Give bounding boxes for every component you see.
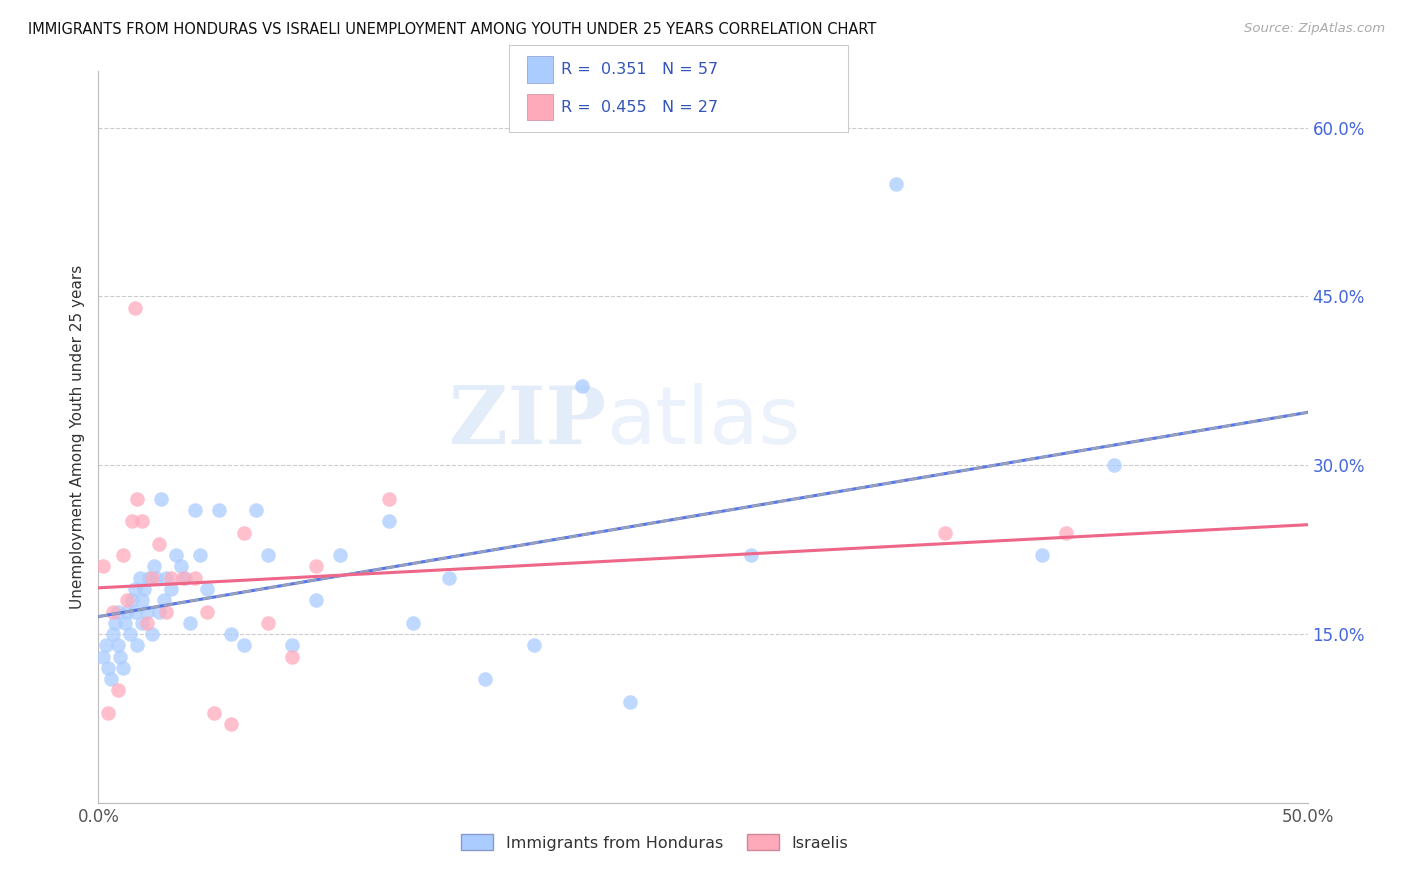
Point [281,649,304,664]
Point [91,649,114,664]
Text: R =  0.351   N = 57: R = 0.351 N = 57 [561,62,718,77]
Point [474,672,496,686]
Point [124,605,146,619]
Point [188,548,211,562]
Point [101,605,124,619]
Point [124,582,146,596]
Point [232,638,254,652]
Point [131,615,153,630]
Point [221,627,243,641]
Point [131,593,153,607]
Point [117,605,139,619]
Text: atlas: atlas [606,384,800,461]
Point [256,548,278,562]
Point [111,661,134,675]
Point [437,571,460,585]
Point [329,548,352,562]
Point [107,638,129,652]
Point [127,491,149,506]
Text: IMMIGRANTS FROM HONDURAS VS ISRAELI UNEMPLOYMENT AMONG YOUTH UNDER 25 YEARS CORR: IMMIGRANTS FROM HONDURAS VS ISRAELI UNEM… [28,22,876,37]
Point [934,525,956,540]
Point [127,638,149,652]
Point [184,503,207,517]
Point [107,605,129,619]
Point [94,638,117,652]
Point [121,593,143,607]
Point [195,582,218,596]
Point [131,515,153,529]
Point [97,661,120,675]
Point [114,615,136,630]
Point [1102,458,1125,473]
Y-axis label: Unemployment Among Youth under 25 years: Unemployment Among Youth under 25 years [70,265,86,609]
Point [155,605,177,619]
Point [195,605,218,619]
Point [138,571,160,585]
Point [135,605,157,619]
Point [886,177,908,191]
Point [150,491,173,506]
Point [91,559,114,574]
Point [141,571,163,585]
Point [155,571,177,585]
Point [152,593,174,607]
Point [169,559,191,574]
Point [1031,548,1053,562]
Point [221,717,243,731]
Point [172,571,194,585]
Point [1054,525,1077,540]
Point [256,615,278,630]
Point [145,571,167,585]
Point [117,593,139,607]
Point [100,672,122,686]
Point [148,605,170,619]
Point [165,548,187,562]
Text: R =  0.455   N = 27: R = 0.455 N = 27 [561,100,718,114]
Point [305,559,328,574]
Point [619,694,641,708]
Point [523,638,546,652]
Text: Source: ZipAtlas.com: Source: ZipAtlas.com [1244,22,1385,36]
Point [208,503,231,517]
Point [97,706,120,720]
Point [121,515,143,529]
Point [305,593,328,607]
Point [148,537,170,551]
Point [281,638,304,652]
Legend: Immigrants from Honduras, Israelis: Immigrants from Honduras, Israelis [454,828,855,857]
Point [104,615,127,630]
Point [377,515,399,529]
Point [571,379,593,393]
Point [107,683,129,698]
Point [184,571,207,585]
Point [141,627,163,641]
Point [174,571,197,585]
Point [204,706,226,720]
Point [134,582,156,596]
Point [377,491,399,506]
Point [245,503,267,517]
Point [118,627,141,641]
Point [402,615,425,630]
Point [124,301,146,315]
Text: ZIP: ZIP [450,384,606,461]
Point [111,548,134,562]
Point [128,571,150,585]
Point [143,559,166,574]
Point [179,615,201,630]
Point [108,649,131,664]
Point [740,548,762,562]
Point [160,571,183,585]
Point [232,525,254,540]
Point [101,627,124,641]
Point [160,582,183,596]
Point [135,615,157,630]
